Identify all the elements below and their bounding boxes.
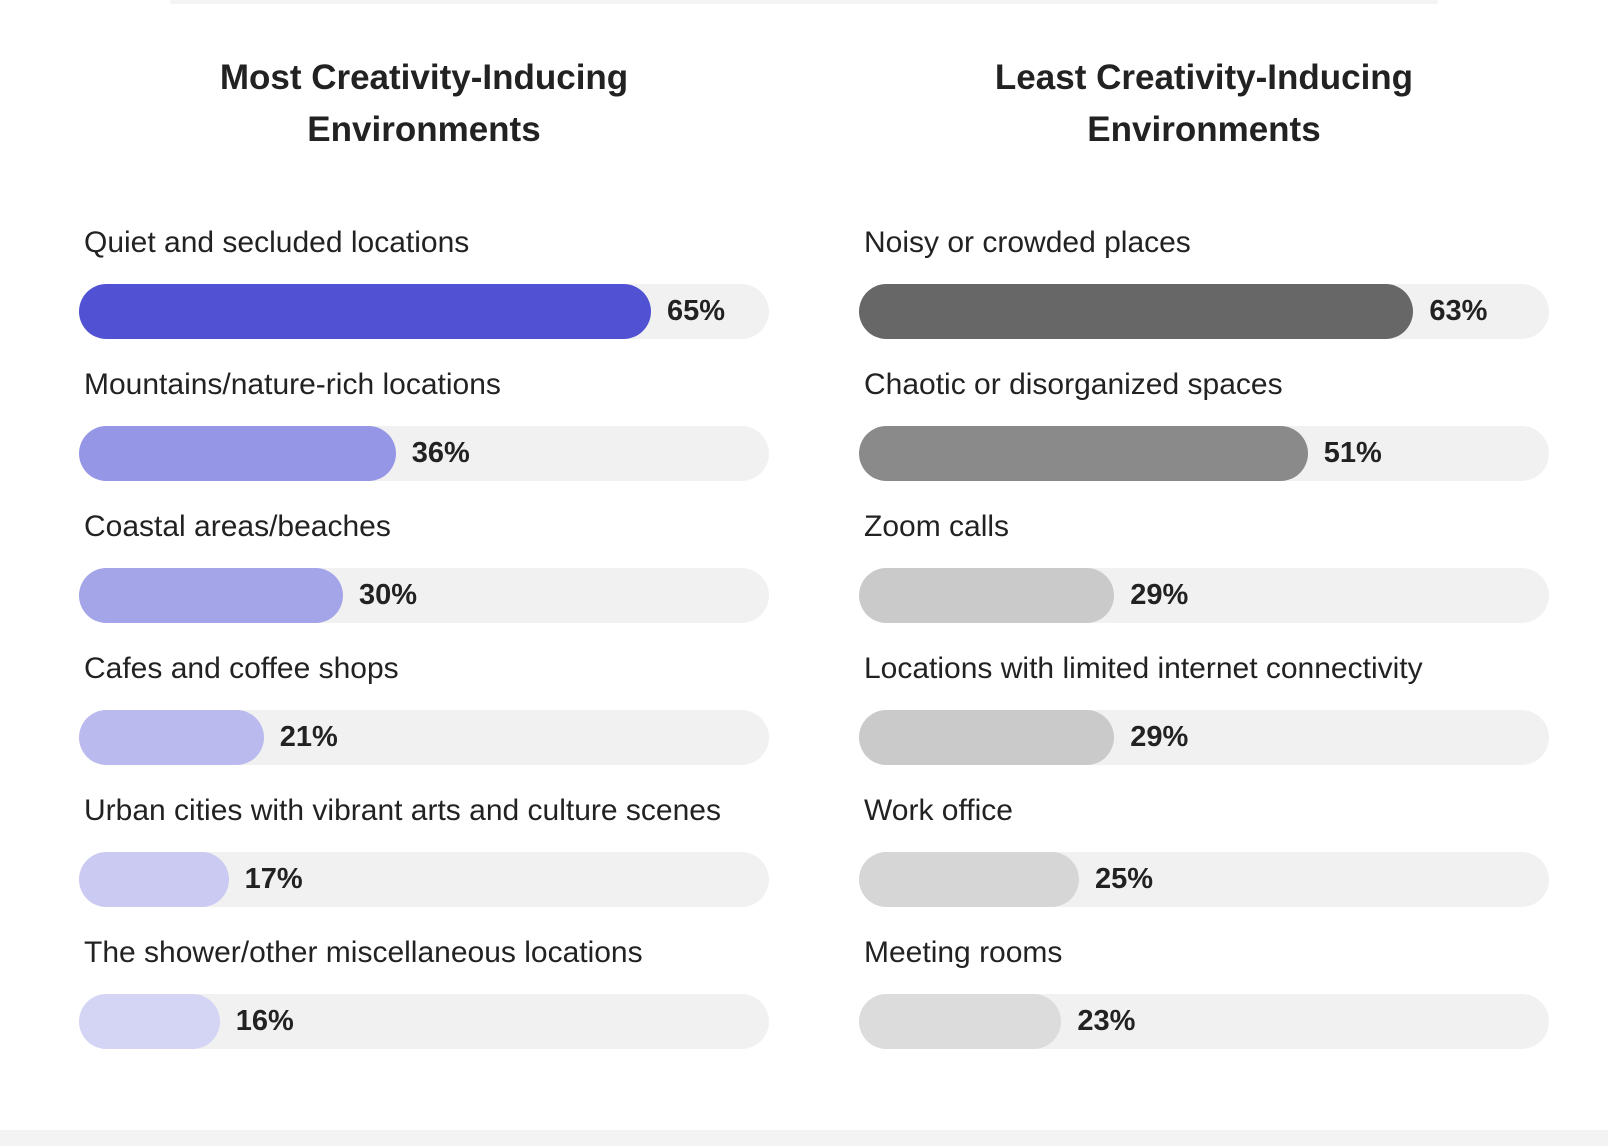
bar-fill: [79, 710, 264, 765]
value-label: 36%: [411, 437, 470, 469]
bar-row: Urban cities with vibrant arts and cultu…: [79, 791, 769, 921]
bar-row: The shower/other miscellaneous locations…: [79, 933, 769, 1063]
bar-track: 29%: [859, 710, 1549, 765]
category-label: Locations with limited internet connecti…: [864, 652, 1423, 685]
bar-row: Locations with limited internet connecti…: [859, 649, 1549, 779]
bar-fill: [859, 568, 1115, 623]
value-label: 29%: [1130, 721, 1189, 753]
bar-track: 29%: [859, 568, 1549, 623]
bar-fill: [859, 426, 1308, 481]
bar-fill: [859, 710, 1115, 765]
value-label: 17%: [244, 863, 303, 895]
category-label: Cafes and coffee shops: [84, 652, 399, 685]
bar-row: Quiet and secluded locations 65%: [79, 223, 769, 353]
bar-fill: [79, 994, 220, 1049]
category-label: Chaotic or disorganized spaces: [864, 368, 1283, 401]
value-label: 63%: [1429, 295, 1488, 327]
bar-track: 23%: [859, 994, 1549, 1049]
bar-row: Mountains/nature-rich locations 36%: [79, 365, 769, 495]
chart-title-most: Most Creativity-Inducing Environments: [219, 58, 629, 149]
bar-fill: [859, 994, 1062, 1049]
category-label: Urban cities with vibrant arts and cultu…: [84, 794, 721, 827]
category-label: Mountains/nature-rich locations: [84, 368, 501, 401]
category-label: Meeting rooms: [864, 936, 1063, 969]
category-label: Zoom calls: [864, 510, 1010, 543]
bar-track: 36%: [79, 426, 769, 481]
bar-track: 51%: [859, 426, 1549, 481]
category-label: Noisy or crowded places: [864, 226, 1191, 259]
bar-fill: [859, 284, 1414, 339]
bar-track: 30%: [79, 568, 769, 623]
value-label: 30%: [359, 579, 418, 611]
bar-row: Cafes and coffee shops 21%: [79, 649, 769, 779]
bar-track: 17%: [79, 852, 769, 907]
chart-title-least: Least Creativity-Inducing Environments: [994, 58, 1414, 149]
bar-fill: [79, 284, 651, 339]
value-label: 29%: [1130, 579, 1189, 611]
value-label: 65%: [667, 295, 726, 327]
value-label: 16%: [235, 1005, 294, 1037]
bar-row: Chaotic or disorganized spaces 51%: [859, 365, 1549, 495]
bar-fill: [859, 852, 1079, 907]
category-label: Work office: [864, 794, 1013, 827]
bar-track: 21%: [79, 710, 769, 765]
bar-track: 25%: [859, 852, 1549, 907]
bar-track: 65%: [79, 284, 769, 339]
value-label: 25%: [1095, 863, 1154, 895]
value-label: 51%: [1323, 437, 1382, 469]
value-label: 21%: [279, 721, 338, 753]
bar-track: 16%: [79, 994, 769, 1049]
value-label: 23%: [1077, 1005, 1136, 1037]
category-label: Quiet and secluded locations: [84, 226, 470, 259]
bar-fill: [79, 568, 343, 623]
bar-fill: [79, 852, 229, 907]
bottom-band: [0, 1130, 1608, 1146]
category-label: The shower/other miscellaneous locations: [84, 936, 643, 969]
bar-track: 63%: [859, 284, 1549, 339]
bar-row: Noisy or crowded places 63%: [859, 223, 1549, 353]
bar-row: Meeting rooms 23%: [859, 933, 1549, 1063]
bar-row: Work office 25%: [859, 791, 1549, 921]
top-divider: [170, 0, 1438, 4]
bar-row: Coastal areas/beaches 30%: [79, 507, 769, 637]
bar-fill: [79, 426, 396, 481]
bar-row: Zoom calls 29%: [859, 507, 1549, 637]
category-label: Coastal areas/beaches: [84, 510, 391, 543]
